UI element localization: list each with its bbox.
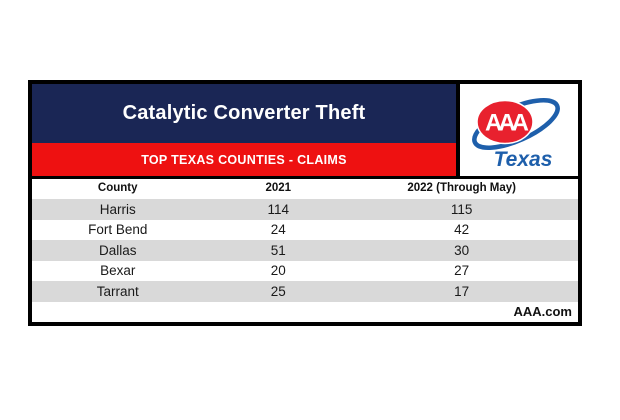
infographic-card: Catalytic Converter Theft TOP TEXAS COUN… <box>28 80 582 326</box>
logo-brand-text: AAA <box>485 110 529 137</box>
logo-region-text: Texas <box>494 148 553 171</box>
cell-2022: 27 <box>454 263 470 279</box>
table-row: Fort Bend 24 42 <box>32 220 578 240</box>
table-footer-row: AAA.com <box>32 302 578 322</box>
cell-2022: 115 <box>450 201 473 217</box>
subtitle-band: TOP TEXAS COUNTIES - CLAIMS <box>32 143 456 176</box>
cell-2022: 17 <box>454 283 470 299</box>
cell-county: Fort Bend <box>88 222 148 238</box>
cell-county: Tarrant <box>96 283 139 299</box>
card-header: Catalytic Converter Theft TOP TEXAS COUN… <box>32 84 578 176</box>
vertical-divider <box>456 84 460 176</box>
cell-2021: 25 <box>270 283 286 299</box>
header-bands: Catalytic Converter Theft TOP TEXAS COUN… <box>32 84 456 176</box>
cell-2021: 51 <box>270 242 286 258</box>
column-header-county: County <box>97 182 138 195</box>
column-header-2022: 2022 (Through May) <box>407 182 516 195</box>
aaa-logo-graphic: AAA Texas <box>472 98 560 171</box>
aaa-texas-logo: AAA Texas <box>460 84 578 176</box>
table-row: Bexar 20 27 <box>32 261 578 281</box>
table-header-row: County 2021 2022 (Through May) <box>32 179 578 199</box>
claims-table: County 2021 2022 (Through May) Harris 11… <box>32 179 578 322</box>
title-band: Catalytic Converter Theft <box>32 84 456 143</box>
table-row: Tarrant 25 17 <box>32 281 578 302</box>
cell-2021: 114 <box>267 201 289 217</box>
cell-2022: 42 <box>454 222 470 238</box>
column-header-2021: 2021 <box>265 182 292 195</box>
cell-2021: 24 <box>270 222 286 238</box>
page-title: Catalytic Converter Theft <box>122 102 366 124</box>
table-row: Harris 114 115 <box>32 199 578 220</box>
table-row: Dallas 51 30 <box>32 240 578 261</box>
cell-county: Harris <box>99 201 136 217</box>
aaa-com-label: AAA.com <box>513 304 572 320</box>
horizontal-divider <box>32 176 578 179</box>
cell-county: Bexar <box>100 263 136 279</box>
logo-oval-icon <box>476 99 534 145</box>
cell-2021: 20 <box>270 263 286 279</box>
cell-county: Dallas <box>98 242 137 258</box>
page-subtitle: TOP TEXAS COUNTIES - CLAIMS <box>141 152 347 167</box>
cell-2022: 30 <box>454 242 470 258</box>
